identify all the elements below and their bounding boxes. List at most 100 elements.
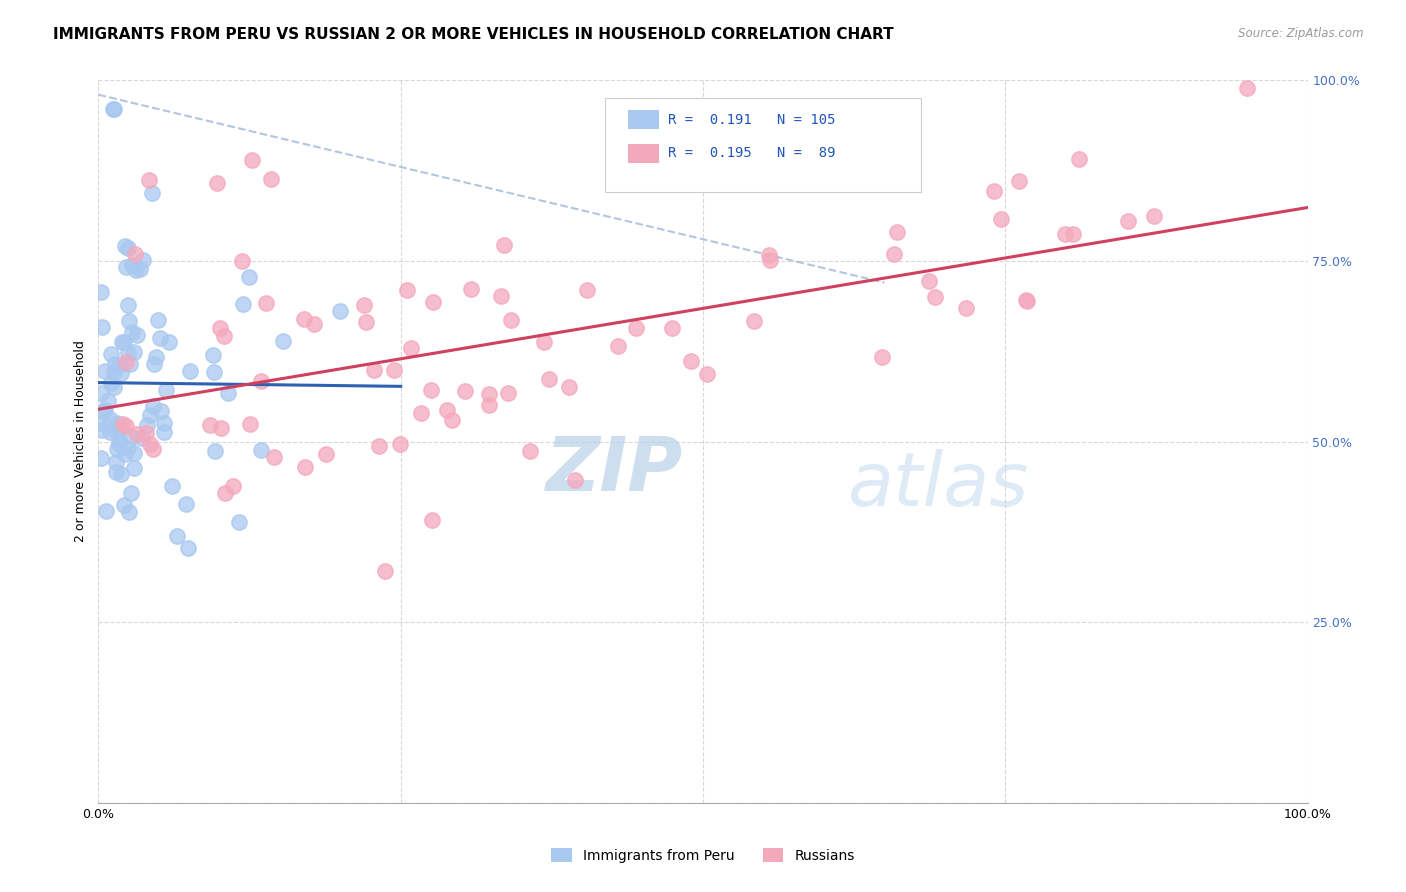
Point — [1015, 293, 1038, 308]
Point — [419, 383, 441, 397]
Point — [367, 439, 389, 453]
Point — [207, 176, 229, 190]
Point — [883, 246, 905, 260]
Point — [90, 386, 112, 401]
Point — [409, 406, 432, 420]
Point — [145, 350, 167, 364]
Text: atlas: atlas — [848, 449, 1029, 521]
Point — [436, 403, 458, 417]
Point — [179, 363, 201, 377]
Point — [1008, 174, 1031, 188]
Point — [538, 372, 561, 386]
Point — [105, 417, 128, 431]
Point — [115, 419, 138, 434]
Point — [198, 417, 221, 432]
Point — [399, 341, 422, 355]
Point — [260, 172, 283, 186]
Point — [353, 298, 375, 312]
Legend: Immigrants from Peru, Russians: Immigrants from Peru, Russians — [546, 842, 860, 868]
Point — [125, 328, 148, 343]
Point — [1053, 227, 1076, 241]
Point — [115, 355, 138, 369]
Point — [453, 384, 475, 398]
Point — [157, 335, 180, 350]
Point — [759, 253, 782, 268]
Point — [104, 358, 127, 372]
Point — [117, 241, 139, 255]
Point — [533, 335, 555, 350]
Point — [499, 313, 522, 327]
Text: ZIP: ZIP — [546, 434, 683, 507]
Point — [91, 423, 114, 437]
Point — [209, 421, 232, 435]
Point — [141, 186, 163, 201]
Point — [607, 338, 630, 352]
Point — [214, 485, 236, 500]
Point — [107, 437, 129, 451]
Point — [354, 315, 377, 329]
Point — [924, 290, 946, 304]
Point — [440, 413, 463, 427]
Point — [142, 399, 165, 413]
Point — [110, 366, 132, 380]
Point — [955, 301, 977, 315]
Point — [124, 345, 146, 359]
Point — [228, 516, 250, 530]
Text: R =  0.191   N = 105: R = 0.191 N = 105 — [668, 112, 835, 127]
Point — [661, 321, 683, 335]
Point — [114, 447, 136, 461]
Point — [249, 443, 271, 458]
Point — [94, 364, 117, 378]
Point — [138, 172, 160, 186]
Point — [132, 252, 155, 267]
Point — [124, 246, 146, 260]
Point — [496, 386, 519, 401]
Point — [121, 258, 143, 272]
Point — [1116, 213, 1139, 227]
Point — [576, 283, 599, 297]
Point — [990, 212, 1012, 227]
Point — [105, 442, 128, 457]
Point — [91, 403, 114, 417]
Point — [153, 425, 176, 439]
Point — [176, 541, 198, 555]
Point — [250, 375, 273, 389]
Point — [148, 313, 170, 327]
Point — [125, 427, 148, 442]
Point — [263, 450, 285, 465]
Point — [519, 443, 541, 458]
Text: Source: ZipAtlas.com: Source: ZipAtlas.com — [1239, 27, 1364, 40]
Point — [149, 404, 172, 418]
Point — [97, 393, 120, 408]
Point — [315, 446, 337, 460]
Point — [115, 260, 138, 275]
Point — [136, 417, 159, 432]
Point — [1143, 209, 1166, 223]
Point — [217, 385, 239, 400]
Point — [105, 425, 128, 439]
Point — [117, 298, 139, 312]
Point — [98, 412, 121, 426]
Point — [1062, 227, 1084, 241]
Point — [204, 443, 226, 458]
Point — [111, 417, 134, 432]
Point — [271, 334, 294, 348]
Point — [1067, 152, 1090, 166]
Point — [131, 431, 153, 445]
Point — [389, 437, 412, 451]
Point — [110, 334, 132, 349]
Point — [1236, 80, 1258, 95]
Point — [329, 304, 352, 318]
Point — [302, 317, 325, 331]
Point — [395, 283, 418, 297]
Point — [222, 479, 245, 493]
Point — [100, 376, 122, 391]
Point — [201, 348, 224, 362]
Point — [232, 297, 254, 311]
Point — [558, 380, 581, 394]
Point — [696, 367, 718, 381]
Point — [564, 473, 586, 487]
Point — [112, 498, 135, 512]
Point — [117, 441, 139, 455]
Point — [422, 295, 444, 310]
